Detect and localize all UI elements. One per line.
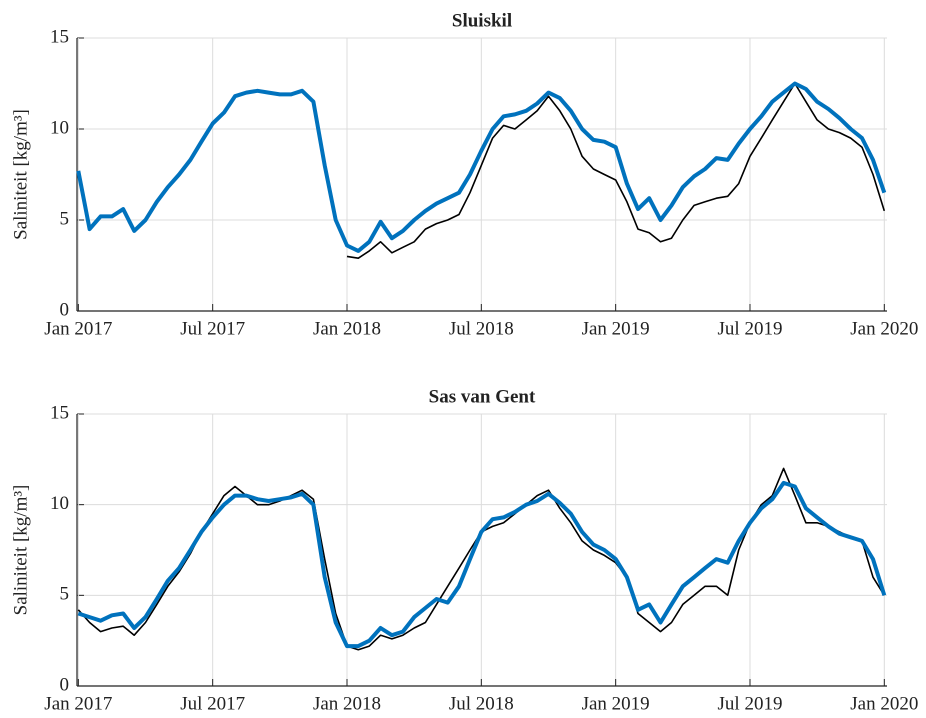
x-tick-label: Jul 2018 xyxy=(449,693,514,714)
x-tick-label: Jul 2017 xyxy=(180,693,245,714)
y-tick-label: 15 xyxy=(50,402,69,423)
x-tick-label: Jan 2019 xyxy=(582,693,650,714)
y-tick-label: 10 xyxy=(50,117,69,138)
y-axis-label: Saliniteit [kg/m³] xyxy=(10,109,31,240)
y-tick-label: 15 xyxy=(50,26,69,47)
x-tick-label: Jan 2020 xyxy=(850,318,918,339)
y-tick-label: 10 xyxy=(50,493,69,514)
x-tick-label: Jan 2019 xyxy=(582,318,650,339)
y-tick-label: 5 xyxy=(60,208,70,229)
x-tick-label: Jul 2019 xyxy=(718,693,783,714)
y-tick-label: 0 xyxy=(60,674,70,695)
y-axis-label: Saliniteit [kg/m³] xyxy=(10,485,31,616)
x-tick-label: Jan 2018 xyxy=(313,693,381,714)
data-line xyxy=(77,480,887,649)
x-tick-label: Jul 2019 xyxy=(718,318,783,339)
y-tick-label: 5 xyxy=(60,584,70,605)
x-tick-label: Jan 2017 xyxy=(44,318,112,339)
x-tick-label: Jan 2018 xyxy=(313,318,381,339)
x-tick-label: Jan 2020 xyxy=(850,693,918,714)
y-tick-label: 0 xyxy=(60,299,70,320)
chart-title: Sluiskil xyxy=(452,10,512,31)
x-tick-label: Jan 2017 xyxy=(44,693,112,714)
x-tick-label: Jul 2017 xyxy=(180,318,245,339)
data-line xyxy=(76,81,887,253)
x-tick-label: Jul 2018 xyxy=(449,318,514,339)
chart-title: Sas van Gent xyxy=(429,386,536,407)
